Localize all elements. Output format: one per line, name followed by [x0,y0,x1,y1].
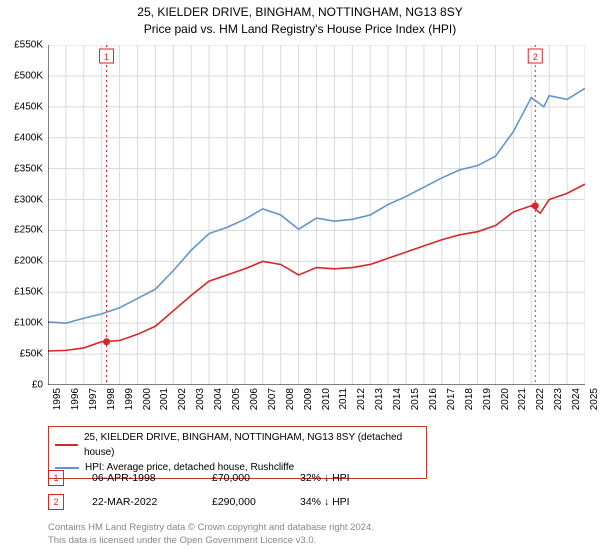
x-tick-label: 2009 [303,388,314,410]
legend-swatch-hpi [55,467,79,469]
y-tick-label: £450K [3,101,43,112]
x-tick-label: 2007 [267,388,278,410]
sale-marker-2: 2 [48,494,64,510]
y-tick-label: £400K [3,132,43,143]
y-tick-label: £0 [3,380,43,391]
sale-price-2: £290,000 [212,496,272,508]
x-tick-label: 2020 [500,388,511,410]
x-tick-label: 2010 [321,388,332,410]
legend-label-property: 25, KIELDER DRIVE, BINGHAM, NOTTINGHAM, … [84,430,420,460]
sale-row-2: 2 22-MAR-2022 £290,000 34% ↓ HPI [48,494,400,510]
sale-price-1: £70,000 [212,472,272,484]
title-line-1: 25, KIELDER DRIVE, BINGHAM, NOTTINGHAM, … [0,4,600,21]
y-tick-label: £250K [3,225,43,236]
x-tick-label: 2002 [177,388,188,410]
x-tick-label: 2005 [231,388,242,410]
x-tick-label: 2024 [571,388,582,410]
sale-date-2: 22-MAR-2022 [92,496,184,508]
sales-table: 1 06-APR-1998 £70,000 32% ↓ HPI 2 22-MAR… [48,470,400,518]
x-tick-label: 1995 [52,388,63,410]
y-tick-label: £300K [3,194,43,205]
legend-swatch-property [55,444,78,446]
sale-pct-2: 34% ↓ HPI [300,496,400,508]
chart-title-block: 25, KIELDER DRIVE, BINGHAM, NOTTINGHAM, … [0,0,600,38]
chart-svg: 12 [48,45,585,385]
y-tick-label: £350K [3,163,43,174]
footer-line-1: Contains HM Land Registry data © Crown c… [48,522,374,535]
x-tick-label: 2011 [338,388,349,410]
x-tick-label: 2013 [374,388,385,410]
x-tick-label: 2014 [392,388,403,410]
x-tick-label: 2000 [142,388,153,410]
x-tick-label: 2012 [356,388,367,410]
x-tick-label: 2023 [553,388,564,410]
y-tick-label: £200K [3,256,43,267]
y-tick-label: £500K [3,70,43,81]
x-tick-label: 2017 [446,388,457,410]
x-tick-label: 2001 [159,388,170,410]
x-tick-label: 1997 [88,388,99,410]
x-tick-label: 2015 [410,388,421,410]
x-tick-label: 2016 [428,388,439,410]
x-tick-label: 1996 [70,388,81,410]
footer-text: Contains HM Land Registry data © Crown c… [48,522,374,548]
y-tick-label: £100K [3,318,43,329]
sale-marker-1: 1 [48,470,64,486]
svg-text:1: 1 [104,52,109,62]
x-tick-label: 1998 [106,388,117,410]
title-line-2: Price paid vs. HM Land Registry's House … [0,21,600,38]
x-tick-label: 2019 [482,388,493,410]
x-tick-label: 2022 [535,388,546,410]
svg-text:2: 2 [533,52,538,62]
y-tick-label: £550K [3,40,43,51]
y-tick-label: £150K [3,287,43,298]
sale-pct-1: 32% ↓ HPI [300,472,400,484]
legend-row-property: 25, KIELDER DRIVE, BINGHAM, NOTTINGHAM, … [55,430,420,460]
x-tick-label: 2025 [589,388,600,410]
footer-line-2: This data is licensed under the Open Gov… [48,535,374,548]
x-tick-label: 2003 [195,388,206,410]
sale-row-1: 1 06-APR-1998 £70,000 32% ↓ HPI [48,470,400,486]
x-tick-label: 2008 [285,388,296,410]
sale-date-1: 06-APR-1998 [92,472,184,484]
chart-area: 12 £0£50K£100K£150K£200K£250K£300K£350K£… [48,45,585,385]
y-tick-label: £50K [3,349,43,360]
x-tick-label: 1999 [124,388,135,410]
x-tick-label: 2004 [213,388,224,410]
x-tick-label: 2018 [464,388,475,410]
x-tick-label: 2006 [249,388,260,410]
x-tick-label: 2021 [517,388,528,410]
